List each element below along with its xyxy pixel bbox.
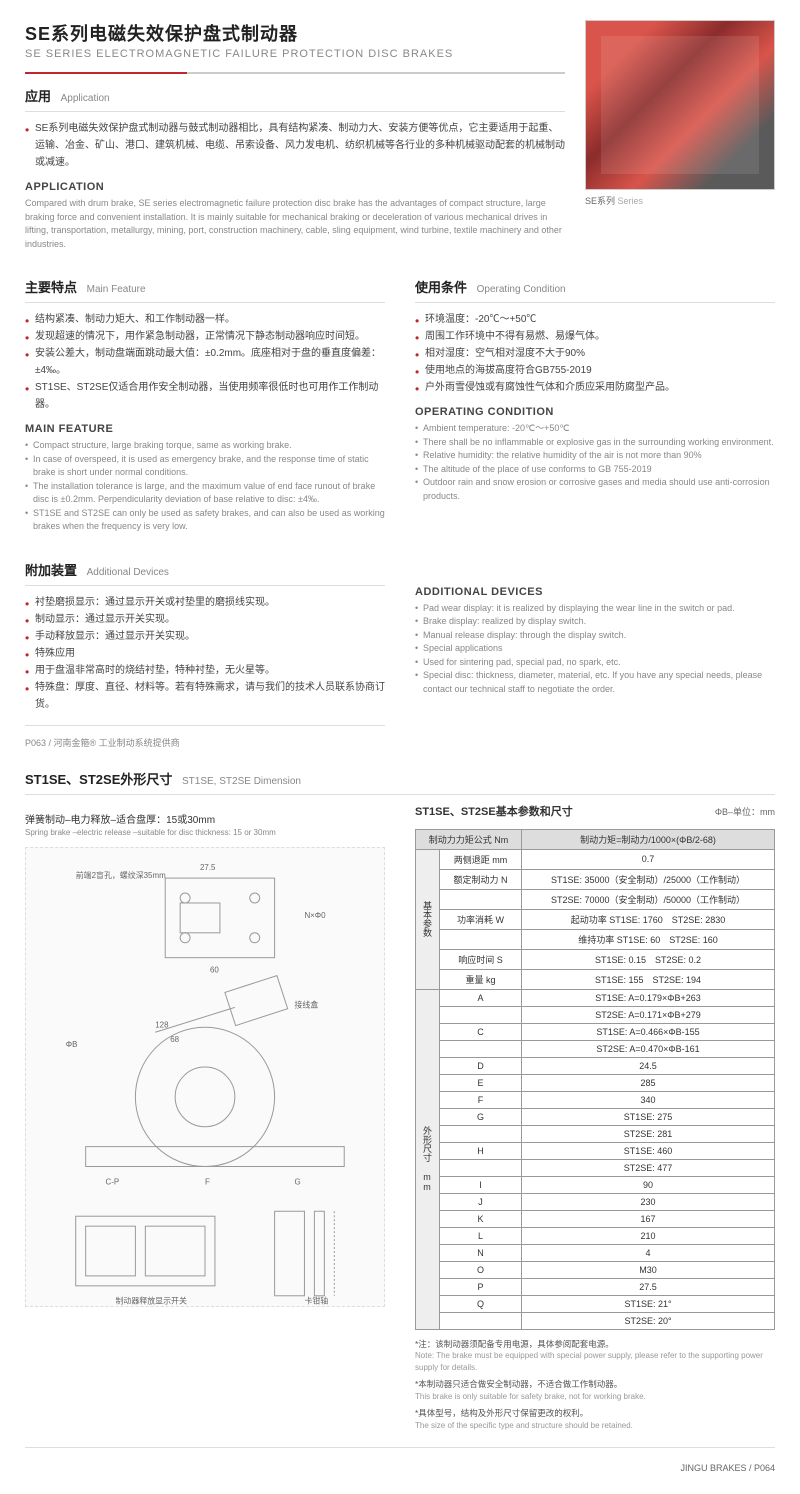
table-row: 基本参数两侧退距 mm0.7 xyxy=(416,849,775,869)
product-image xyxy=(585,20,775,190)
svg-text:制动器释放显示开关: 制动器释放显示开关 xyxy=(116,1295,187,1305)
table-row: GST1SE: 275 xyxy=(416,1108,775,1125)
table-row: ST2SE: 70000（安全制动）/50000（工作制动） xyxy=(416,889,775,909)
svg-text:27.5: 27.5 xyxy=(200,863,216,872)
application-head: 应用 Application xyxy=(25,86,565,105)
table-row: ST2SE: A=0.470×ΦB-161 xyxy=(416,1040,775,1057)
table-row: 响应时间 SST1SE: 0.15 ST2SE: 0.2 xyxy=(416,949,775,969)
additional-bullets: 衬垫磨损显示：通过显示开关或衬垫里的磨损线实现。 制动显示：通过显示开关实现。 … xyxy=(25,594,385,713)
svg-text:C-P: C-P xyxy=(106,1177,120,1186)
main-feature-bullets: 结构紧凑、制动力矩大、和工作制动器一样。 发现超速的情况下，用作紧急制动器，正常… xyxy=(25,311,385,413)
svg-text:68: 68 xyxy=(170,1035,179,1044)
param-table-title: ST1SE、ST2SE基本参数和尺寸 ΦB–单位：mm xyxy=(415,803,775,819)
right-page-footer: JINGU BRAKES / P064 xyxy=(25,1463,775,1473)
page-title-en: SE SERIES ELECTROMAGNETIC FAILURE PROTEC… xyxy=(25,48,565,60)
dimension-head: ST1SE、ST2SE外形尺寸 ST1SE, ST2SE Dimension xyxy=(25,769,775,788)
table-row: CST1SE: A=0.466×ΦB-155 xyxy=(416,1023,775,1040)
application-bullets: SE系列电磁失效保护盘式制动器与鼓式制动器相比，具有结构紧凑、制动力大、安装方便… xyxy=(25,120,565,171)
operating-head: 使用条件 Operating Condition xyxy=(415,277,775,296)
table-row: P27.5 xyxy=(416,1278,775,1295)
additional-head: 附加装置 Additional Devices xyxy=(25,560,385,579)
table-row: ST2SE: 20° xyxy=(416,1312,775,1329)
svg-text:卡钳轴: 卡钳轴 xyxy=(304,1295,328,1305)
svg-text:前端2盲孔，螺纹深35mm: 前端2盲孔，螺纹深35mm xyxy=(76,870,166,880)
page-title-cn: SE系列电磁失效保护盘式制动器 xyxy=(25,20,565,46)
table-row: 重量 kgST1SE: 155 ST2SE: 194 xyxy=(416,969,775,989)
svg-text:接线盒: 接线盒 xyxy=(295,999,319,1009)
additional-en-list: Pad wear display: it is realized by disp… xyxy=(415,602,775,697)
table-row: ST2SE: 281 xyxy=(416,1125,775,1142)
svg-text:G: G xyxy=(295,1177,301,1186)
parameter-table: 制动力力矩公式 Nm制动力矩=制动力/1000×(ΦB/2-68) 基本参数两侧… xyxy=(415,829,775,1330)
table-row: J230 xyxy=(416,1193,775,1210)
operating-bullets: 环境温度：-20℃～+50℃ 周围工作环境中不得有易燃、易爆气体。 相对湿度：空… xyxy=(415,311,775,396)
left-page-footer: P063 / 河南金箍® 工业制动系统提供商 xyxy=(25,736,385,749)
table-row: E285 xyxy=(416,1074,775,1091)
table-row: F340 xyxy=(416,1091,775,1108)
svg-text:ΦB: ΦB xyxy=(66,1040,78,1049)
svg-text:F: F xyxy=(205,1177,210,1186)
svg-text:N×Φ0: N×Φ0 xyxy=(304,910,326,919)
table-row: 额定制动力 NST1SE: 35000（安全制动）/25000（工作制动） xyxy=(416,869,775,889)
table-notes: *注：该制动器须配备专用电源，具体参阅配套电源。 Note: The brake… xyxy=(415,1338,775,1432)
table-row: ST2SE: 477 xyxy=(416,1159,775,1176)
svg-text:128: 128 xyxy=(155,1020,169,1029)
table-row: HST1SE: 460 xyxy=(416,1142,775,1159)
table-row: K167 xyxy=(416,1210,775,1227)
table-row: L210 xyxy=(416,1227,775,1244)
technical-drawing: 前端2盲孔，螺纹深35mm 27.5 N×Φ0 60 接线盒 ΦB 128 68 xyxy=(25,847,385,1307)
application-en-title: APPLICATION xyxy=(25,181,565,193)
header-divider xyxy=(25,72,565,74)
application-en-text: Compared with drum brake, SE series elec… xyxy=(25,197,565,251)
table-row: 外形尺寸 mmAST1SE: A=0.179×ΦB+263 xyxy=(416,989,775,1006)
table-row: 维持功率 ST1SE: 60 ST2SE: 160 xyxy=(416,929,775,949)
main-feature-head: 主要特点 Main Feature xyxy=(25,277,385,296)
table-row: N4 xyxy=(416,1244,775,1261)
product-caption: SE系列 Series xyxy=(585,194,775,207)
main-feature-en-list: Compact structure, large braking torque,… xyxy=(25,439,385,534)
table-row: QST1SE: 21° xyxy=(416,1295,775,1312)
operating-en-list: Ambient temperature: -20℃～+50℃ There sha… xyxy=(415,422,775,503)
table-row: 功率消耗 W起动功率 ST1SE: 1760 ST2SE: 2830 xyxy=(416,909,775,929)
table-row: ST2SE: A=0.171×ΦB+279 xyxy=(416,1006,775,1023)
svg-text:60: 60 xyxy=(210,965,219,974)
table-row: I90 xyxy=(416,1176,775,1193)
table-row: D24.5 xyxy=(416,1057,775,1074)
table-row: OM30 xyxy=(416,1261,775,1278)
